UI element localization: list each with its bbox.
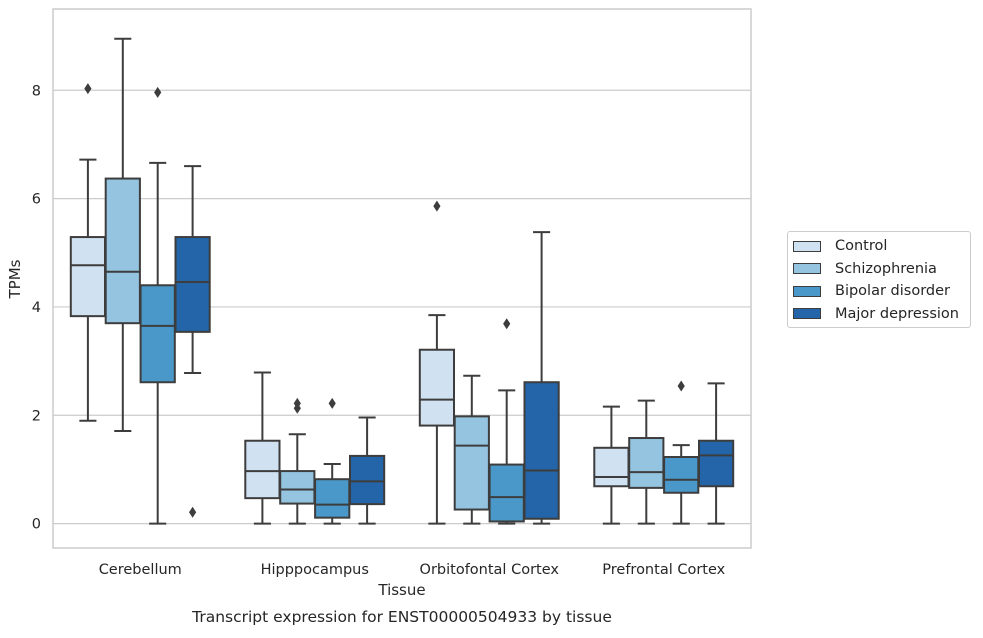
box-iqr	[523, 381, 560, 520]
box-group	[314, 397, 351, 525]
box-group	[174, 165, 211, 518]
box-iqr	[593, 446, 630, 488]
chart-caption: Transcript expression for ENST0000050493…	[191, 608, 612, 626]
legend-item: Control	[788, 235, 970, 258]
box-iqr	[488, 463, 525, 523]
legend-swatch	[793, 240, 821, 252]
box-iqr	[453, 415, 490, 511]
x-tick-labels: Cerebellum Hipppocampus Orbitofontal Corte…	[99, 562, 726, 578]
legend-item: Schizophrenia	[788, 258, 970, 281]
box-group	[69, 83, 107, 422]
x-tick-label: Cerebellum	[99, 562, 182, 578]
y-tick-label: 4	[32, 300, 41, 316]
y-tick-labels: 0 2 4 6 8	[32, 83, 41, 532]
legend-label: Control	[835, 238, 888, 255]
box-group	[348, 416, 386, 525]
x-tick-label: Orbitofontal Cortex	[420, 562, 560, 578]
legend-item: Bipolar disorder	[788, 280, 970, 303]
box-iqr	[279, 470, 316, 505]
box-iqr	[663, 455, 700, 494]
box-group	[279, 397, 316, 525]
box-group	[244, 371, 281, 525]
legend-label: Schizophrenia	[835, 260, 937, 277]
box-iqr	[314, 478, 351, 519]
outlier-point	[433, 200, 441, 212]
box-iqr	[418, 348, 456, 427]
box-group	[453, 374, 490, 525]
legend-item: Major depression	[788, 303, 970, 326]
box-group	[488, 318, 525, 525]
box-group	[418, 200, 456, 525]
box-group	[697, 382, 735, 525]
outlier-point	[503, 318, 511, 330]
box-iqr	[174, 236, 211, 333]
box-iqr	[104, 177, 141, 325]
legend-label: Bipolar disorder	[835, 283, 950, 300]
y-tick-label: 0	[32, 517, 41, 533]
outlier-point	[189, 506, 197, 518]
box-group	[139, 86, 176, 525]
box-iqr	[628, 437, 665, 489]
outlier-point	[677, 380, 685, 392]
box-iqr	[139, 284, 176, 384]
plot-area-frame	[52, 8, 752, 549]
box-group	[593, 405, 630, 525]
y-tick-label: 8	[32, 83, 41, 99]
legend-swatch	[793, 308, 821, 320]
box-layer	[69, 37, 735, 525]
x-tick-label: Hipppocampus	[261, 562, 369, 578]
chart-legend: Control Schizophrenia Bipolar disorder Majo…	[787, 231, 971, 328]
y-tick-label: 2	[32, 408, 41, 424]
x-tick-label: Prefrontal Cortex	[602, 562, 725, 578]
box-iqr	[697, 439, 735, 488]
x-axis-label: Tissue	[377, 581, 425, 599]
legend-label: Major depression	[835, 305, 959, 322]
outlier-point	[154, 86, 162, 98]
legend-swatch	[793, 285, 821, 297]
y-tick-label: 6	[32, 192, 41, 208]
box-group	[663, 380, 700, 525]
box-iqr	[244, 439, 281, 500]
box-group	[628, 399, 665, 525]
box-iqr	[348, 454, 386, 506]
box-iqr	[69, 236, 107, 318]
y-axis-label: TPMs	[6, 259, 24, 299]
outlier-point	[293, 397, 301, 409]
box-group	[523, 231, 560, 525]
outlier-point	[328, 397, 336, 409]
outlier-point	[84, 83, 92, 95]
box-group	[104, 37, 141, 432]
legend-swatch	[793, 263, 821, 275]
